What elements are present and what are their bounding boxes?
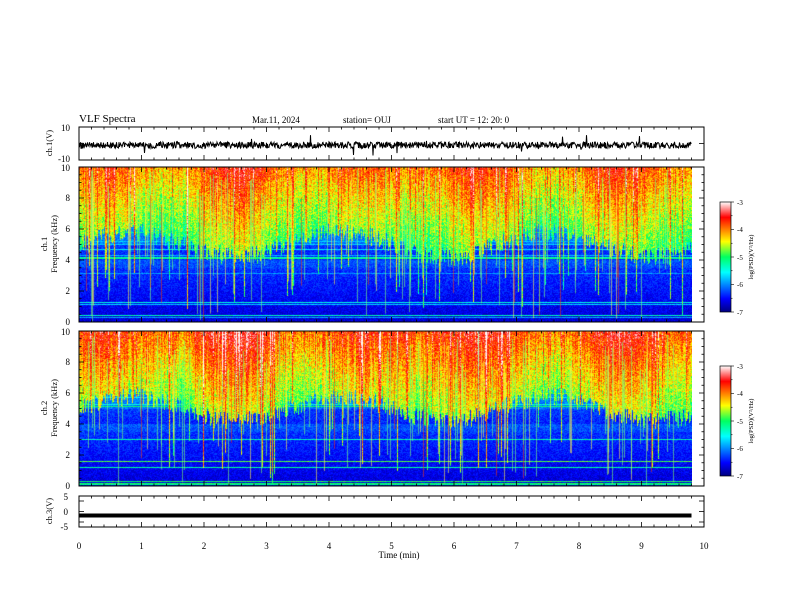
ch2-colorbar-tick-m3: -3: [737, 363, 743, 371]
ch1-spec-axis-ticks: [78, 166, 705, 323]
ch1-spec-ylabel-channel: ch.1: [39, 237, 49, 251]
ch2-spectrogram-image: [79, 331, 692, 486]
x-tick-8: 8: [577, 541, 582, 551]
ch3-ylabel: ch.3(V): [44, 498, 54, 524]
x-tick-9: 9: [639, 541, 644, 551]
ch1-colorbar-tick-m7: -7: [737, 309, 743, 317]
x-tick-0: 0: [77, 541, 82, 551]
ch1-ytick-top: 10: [61, 123, 71, 133]
date-label: Mar.11, 2024: [252, 115, 300, 125]
ch2-spec-ylabel-frequency: Frequency (kHz): [49, 379, 59, 437]
ch1-colorbar-tick-m5: -5: [737, 254, 743, 262]
ch2-colorbar: -3 -4 -5 -6 -7 log(PSD)(V²/Hz): [719, 363, 755, 481]
panel-ch2-spectrogram: 0 2 4 6 8 10 ch.2 Frequency (kHz) -3 -4 …: [39, 327, 755, 491]
ch1-colorbar-label: log(PSD)(V²/Hz): [748, 235, 755, 280]
x-tick-5: 5: [389, 541, 394, 551]
panel-ch1-spectrogram: 0 2 4 6 8 10 ch.1 Frequency (kHz) -3 -4 …: [39, 163, 755, 327]
x-tick-10: 10: [700, 541, 710, 551]
ch1-ylabel: ch.1(V): [44, 130, 54, 156]
ch1-waveform-line: [78, 135, 692, 156]
ch1-spec-ytick-6: 6: [66, 224, 71, 234]
ch2-spec-ytick-4: 4: [66, 419, 71, 429]
ch1-spec-ytick-10: 10: [61, 163, 71, 173]
ch2-spec-axis-ticks: [78, 330, 705, 487]
x-axis-label: Time (min): [379, 550, 420, 560]
ch1-colorbar-tick-m3: -3: [737, 199, 743, 207]
station-label: station= OUJ: [343, 115, 391, 125]
ch2-spec-ytick-0: 0: [66, 481, 71, 491]
ch3-ytick-mid: 0: [64, 507, 69, 517]
ch1-spectrogram-image: [79, 167, 692, 322]
ch3-axis-ticks: [78, 496, 705, 527]
panel-ch3-voltage: 5 0 -5 ch.3(V): [44, 492, 705, 532]
ch2-spec-ytick-6: 6: [66, 388, 71, 398]
ch1-spec-ytick-0: 0: [66, 317, 71, 327]
ch2-colorbar-tick-m4: -4: [737, 390, 743, 398]
x-tick-2: 2: [202, 541, 207, 551]
ch2-colorbar-tick-m7: -7: [737, 473, 743, 481]
ch1-spec-ylabel-frequency: Frequency (kHz): [49, 215, 59, 273]
ch2-colorbar-label: log(PSD)(V²/Hz): [748, 399, 755, 444]
ch1-spec-ytick-8: 8: [66, 193, 71, 203]
x-tick-7: 7: [514, 541, 519, 551]
ch3-ytick-top: 5: [64, 492, 69, 502]
ch2-spec-ytick-2: 2: [66, 450, 71, 460]
x-tick-6: 6: [452, 541, 457, 551]
ch1-colorbar: -3 -4 -5 -6 -7 log(PSD)(V²/Hz): [719, 199, 755, 317]
ch1-colorbar-tick-m6: -6: [737, 281, 743, 289]
ch1-spec-ytick-2: 2: [66, 286, 71, 296]
start-time-label: start UT = 12: 20: 0: [438, 115, 510, 125]
x-tick-4: 4: [327, 541, 332, 551]
ch1-ytick-bottom: -10: [58, 154, 70, 164]
panel-ch1-waveform: 10 -10 ch.1(V): [44, 123, 705, 164]
ch1-axis-ticks: [78, 127, 705, 160]
ch2-spec-ytick-8: 8: [66, 357, 71, 367]
ch3-ytick-bottom: -5: [61, 522, 69, 532]
x-tick-3: 3: [264, 541, 269, 551]
x-tick-1: 1: [139, 541, 144, 551]
ch2-spec-ytick-10: 10: [61, 327, 71, 337]
ch1-colorbar-tick-m4: -4: [737, 226, 743, 234]
ch1-spec-yticks: 0 2 4 6 8 10: [61, 163, 71, 327]
ch2-spec-ylabel-channel: ch.2: [39, 401, 49, 415]
ch2-colorbar-tick-m6: -6: [737, 445, 743, 453]
plot-title: VLF Spectra: [79, 113, 136, 125]
x-axis-tick-labels: 0 1 2 3 4 5 6 7 8 9 10: [77, 541, 709, 551]
ch1-spec-ytick-4: 4: [66, 255, 71, 265]
ch2-spec-yticks: 0 2 4 6 8 10: [61, 327, 71, 491]
ch2-colorbar-tick-m5: -5: [737, 418, 743, 426]
